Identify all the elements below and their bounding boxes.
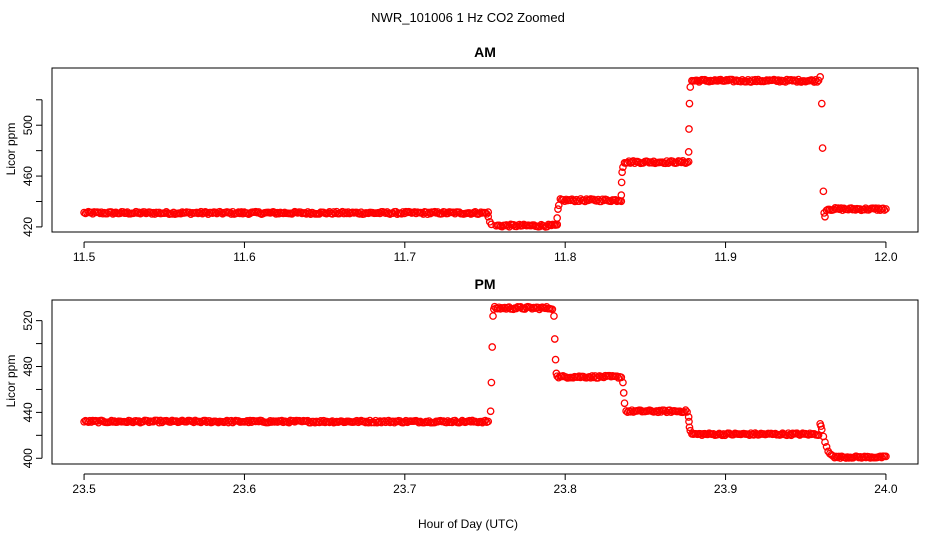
transition-point <box>487 378 496 387</box>
y-tick-label-pm: 440 <box>21 402 35 422</box>
transition-point <box>620 399 629 408</box>
transition-point <box>817 99 826 108</box>
transition-point <box>685 125 693 133</box>
transition-point <box>829 452 837 460</box>
figure-title: NWR_101006 1 Hz CO2 Zoomed <box>371 10 565 25</box>
data-point <box>879 204 887 213</box>
panel-pm-title: PM <box>475 276 496 292</box>
y-tick-label-pm: 400 <box>21 448 35 468</box>
transition-point <box>820 209 829 217</box>
data-point <box>613 372 621 381</box>
transition-point <box>819 187 828 196</box>
data-points-pm <box>80 302 890 462</box>
transition-point <box>551 355 560 364</box>
x-tick-label-am: 11.9 <box>714 250 737 264</box>
x-axis-label: Hour of Day (UTC) <box>418 517 518 531</box>
transition-point <box>618 168 626 177</box>
plot-frame-am <box>51 67 919 233</box>
transition-point <box>554 201 563 210</box>
panel-pm: PM Licor ppm 23.5 23.6 23.7 23.8 23.9 24.0 400… <box>4 276 919 496</box>
x-tick-label-pm: 23.6 <box>233 482 257 496</box>
y-tick-label-pm: 520 <box>21 310 35 330</box>
transition-point <box>488 343 497 351</box>
data-point <box>680 408 689 416</box>
transition-point <box>684 148 693 156</box>
panel-am-y-label: Licor ppm <box>4 123 18 176</box>
data-point <box>684 157 693 166</box>
transition-point <box>684 413 693 421</box>
transition-point <box>822 442 831 451</box>
x-tick-label-am: 11.5 <box>73 250 96 264</box>
transition-point <box>619 378 627 387</box>
x-tick-label-pm: 23.7 <box>393 482 417 496</box>
data-point <box>880 206 889 214</box>
transition-point <box>550 335 559 343</box>
transition-point <box>617 178 626 187</box>
x-tick-label-am: 12.0 <box>874 250 898 264</box>
transition-point <box>817 425 826 434</box>
data-point <box>882 205 890 213</box>
transition-point <box>821 212 829 221</box>
transition-point <box>550 312 558 320</box>
x-tick-label-pm: 23.9 <box>714 482 738 496</box>
data-point <box>842 454 850 462</box>
transition-point <box>619 163 627 172</box>
transition-point <box>619 389 628 397</box>
y-tick-label-am: 460 <box>21 166 35 186</box>
data-point <box>617 373 626 382</box>
x-tick-label-am: 11.6 <box>233 250 256 264</box>
transition-point <box>553 214 562 222</box>
data-point <box>814 76 823 85</box>
transition-point <box>487 220 496 229</box>
data-point <box>882 452 890 461</box>
transition-point <box>486 407 495 416</box>
data-point <box>681 406 690 415</box>
data-points-am <box>80 73 890 231</box>
transition-point <box>685 423 694 432</box>
transition-point <box>484 212 493 221</box>
transition-point <box>617 191 626 199</box>
data-point <box>484 208 493 216</box>
x-tick-label-pm: 23.5 <box>72 482 96 496</box>
plot-frame-pm <box>51 299 919 465</box>
transition-point <box>489 305 498 314</box>
panel-am-title: AM <box>474 44 496 60</box>
data-point <box>814 431 823 439</box>
x-tick-label-pm: 24.0 <box>874 482 898 496</box>
data-point <box>484 417 493 426</box>
y-tick-label-pm: 480 <box>21 356 35 376</box>
transition-point <box>685 99 694 108</box>
x-tick-label-am: 11.7 <box>394 250 417 264</box>
x-tick-label-pm: 23.8 <box>554 482 578 496</box>
transition-point <box>827 450 836 459</box>
transition-point <box>817 422 825 430</box>
y-tick-label-am: 420 <box>21 217 35 237</box>
transition-point <box>554 205 562 213</box>
data-point <box>683 408 691 416</box>
data-point <box>876 452 885 461</box>
data-point <box>614 374 623 382</box>
y-tick-label-am: 500 <box>21 115 35 135</box>
transition-point <box>821 438 829 447</box>
transition-point <box>686 83 695 91</box>
x-tick-label-am: 11.8 <box>554 250 577 264</box>
panel-pm-y-label: Licor ppm <box>4 355 18 408</box>
transition-point <box>816 73 825 81</box>
transition-point <box>818 144 827 152</box>
transition-point <box>686 426 695 435</box>
data-point <box>548 305 557 314</box>
panel-am: AM Licor ppm 11.5 11.6 11.7 11.8 11.9 12.0 420… <box>4 44 919 264</box>
transition-point <box>552 369 561 378</box>
